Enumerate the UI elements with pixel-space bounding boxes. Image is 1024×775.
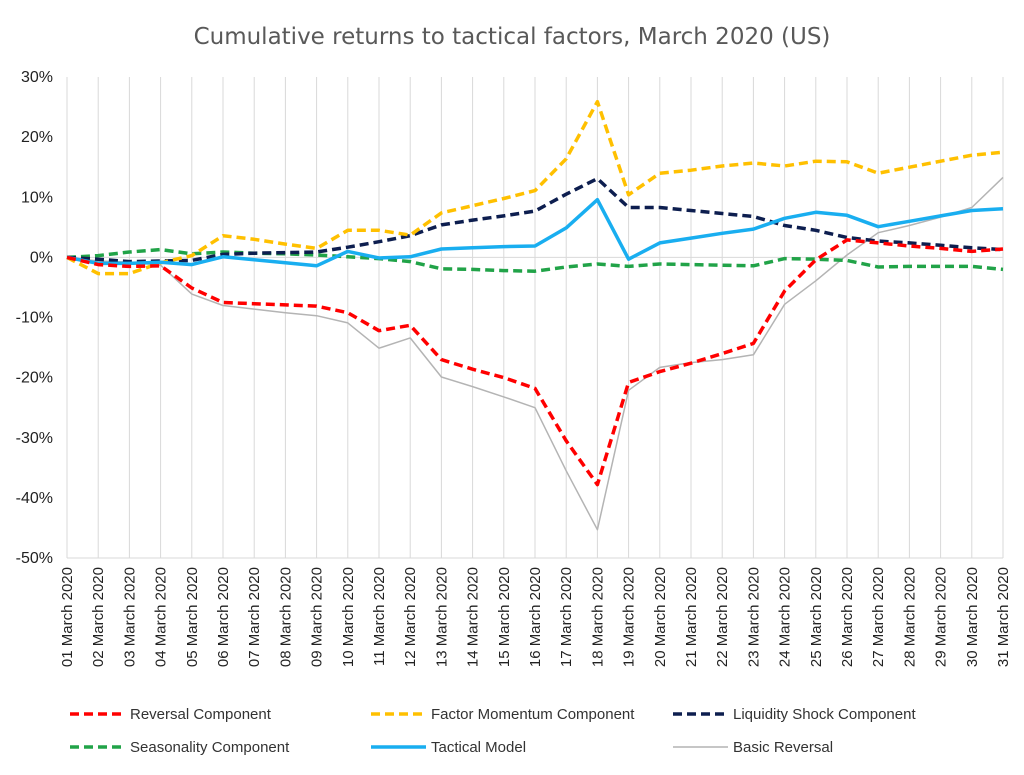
legend-label: Liquidity Shock Component xyxy=(733,706,916,723)
legend-label: Tactical Model xyxy=(431,739,526,756)
y-tick-label: -10% xyxy=(16,310,53,327)
legend: Reversal Component Factor Momentum Compon… xyxy=(70,706,916,756)
x-tick-label: 15 March 2020 xyxy=(496,567,513,667)
series-line-tactical-model xyxy=(66,197,1004,268)
y-tick-label: 20% xyxy=(21,129,53,146)
legend-label: Factor Momentum Component xyxy=(431,706,635,723)
x-tick-label: 21 March 2020 xyxy=(683,567,700,667)
x-tick-label: 04 March 2020 xyxy=(153,567,170,667)
x-tick-label: 03 March 2020 xyxy=(121,567,138,667)
x-tick-label: 12 March 2020 xyxy=(402,567,419,667)
x-tick-label: 09 March 2020 xyxy=(309,567,326,667)
x-tick-label: 27 March 2020 xyxy=(870,567,887,667)
x-tick-label: 13 March 2020 xyxy=(433,567,450,667)
x-tick-label: 26 March 2020 xyxy=(839,567,856,667)
series-line-liquidity-shock-component xyxy=(66,176,1004,264)
x-tick-label: 25 March 2020 xyxy=(808,567,825,667)
x-tick-label: 18 March 2020 xyxy=(589,567,606,667)
series-line-basic-reversal xyxy=(66,176,1004,531)
x-tick-label: 16 March 2020 xyxy=(527,567,544,667)
grid xyxy=(66,77,1004,559)
y-tick-label: 10% xyxy=(21,189,53,206)
x-tick-label: 28 March 2020 xyxy=(901,567,918,667)
x-tick-label: 10 March 2020 xyxy=(340,567,357,667)
y-tick-label: 0% xyxy=(30,249,53,266)
x-tick-label: 20 March 2020 xyxy=(652,567,669,667)
x-tick-label: 30 March 2020 xyxy=(964,567,981,667)
x-tick-label: 22 March 2020 xyxy=(714,567,731,667)
x-tick-label: 11 March 2020 xyxy=(371,567,388,666)
y-tick-label: -20% xyxy=(16,370,53,387)
series-line-reversal-component xyxy=(66,238,1004,487)
x-tick-label: 06 March 2020 xyxy=(215,567,232,667)
x-tick-label: 31 March 2020 xyxy=(995,567,1012,667)
y-axis: 30% 20% 10% 0% -10% -20% -30% -40% -50% xyxy=(16,69,53,567)
x-tick-label: 14 March 2020 xyxy=(465,567,482,667)
y-tick-label: -50% xyxy=(16,550,53,567)
x-tick-label: 23 March 2020 xyxy=(745,567,762,667)
y-tick-label: -40% xyxy=(16,490,53,507)
x-tick-label: 02 March 2020 xyxy=(90,567,107,667)
series-line-factor-momentum-component xyxy=(66,99,1004,276)
legend-label: Basic Reversal xyxy=(733,739,833,756)
x-axis: 01 March 2020 02 March 2020 03 March 2020 0… xyxy=(59,567,1012,667)
x-tick-label: 08 March 2020 xyxy=(277,567,294,667)
y-tick-label: 30% xyxy=(21,69,53,86)
legend-label: Reversal Component xyxy=(130,706,272,723)
y-tick-label: -30% xyxy=(16,430,53,447)
chart-title: Cumulative returns to tactical factors, … xyxy=(194,24,831,50)
x-tick-label: 17 March 2020 xyxy=(558,567,575,667)
x-tick-label: 24 March 2020 xyxy=(777,567,794,667)
legend-label: Seasonality Component xyxy=(130,739,290,756)
series-lines xyxy=(66,99,1004,531)
x-tick-label: 19 March 2020 xyxy=(621,567,638,667)
x-tick-label: 05 March 2020 xyxy=(184,567,201,667)
x-tick-label: 29 March 2020 xyxy=(933,567,950,667)
series-line-seasonality-component xyxy=(66,247,1004,273)
x-tick-label: 01 March 2020 xyxy=(59,567,76,667)
x-tick-label: 07 March 2020 xyxy=(246,567,263,667)
